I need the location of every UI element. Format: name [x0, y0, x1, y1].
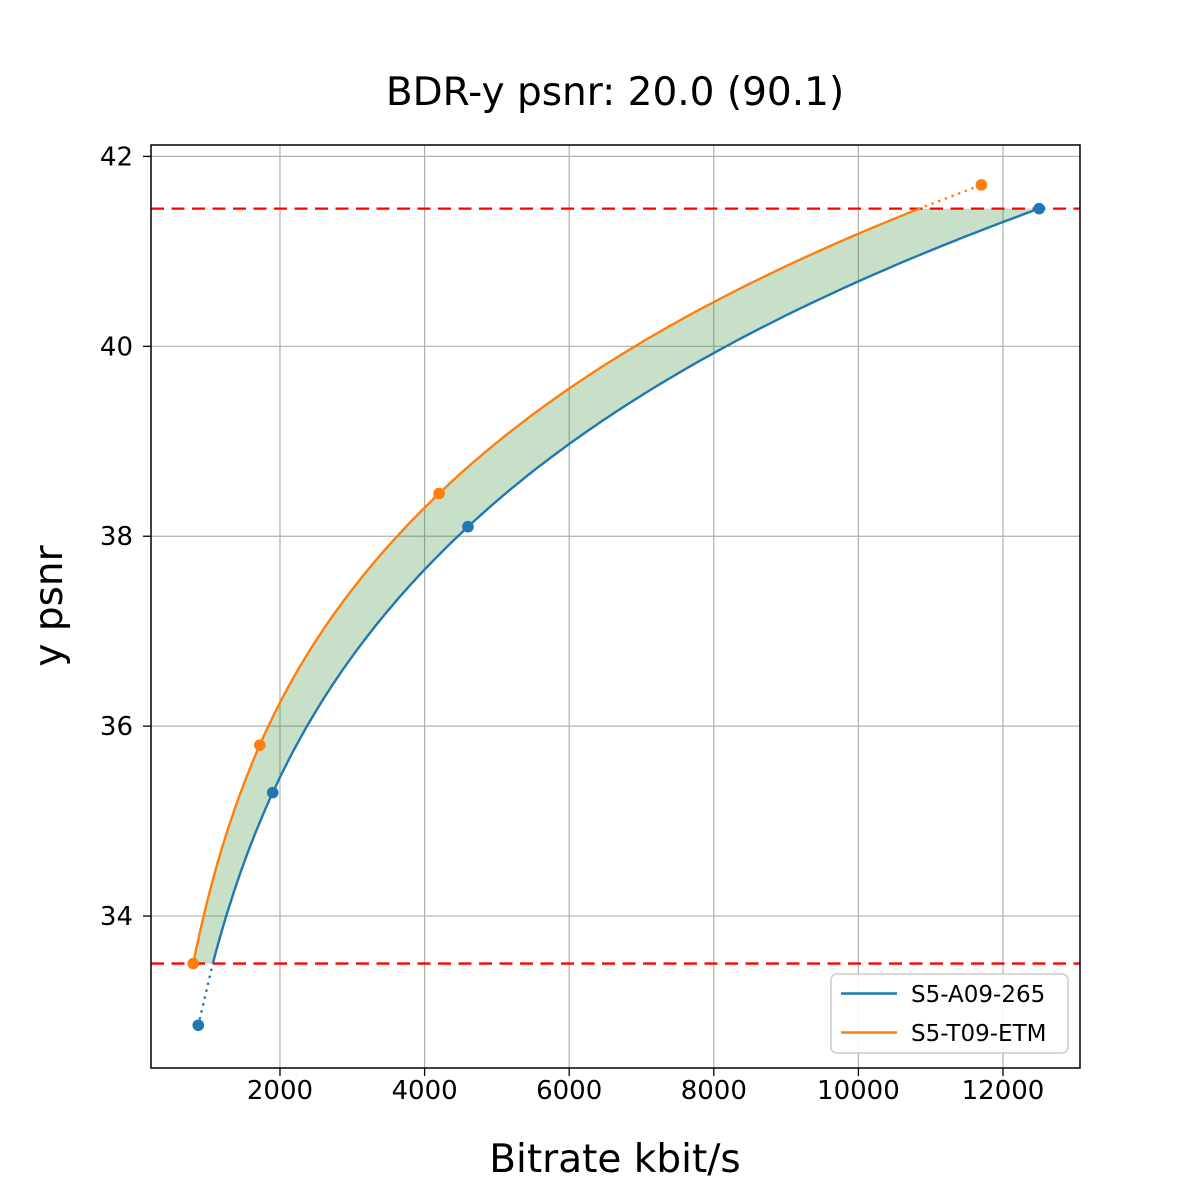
- legend-item-s5-a09-265: S5-A09-265: [911, 982, 1045, 1008]
- tick-marks-and-labels: 2000 4000 6000 8000 10000 12000 34 36 38 40 42: [100, 142, 1044, 1106]
- data-point-marker: [192, 1019, 205, 1032]
- data-point-marker: [253, 739, 266, 751]
- bd-shade-region: [193, 208, 1040, 964]
- legend-item-s5-t09-etm: S5-T09-ETM: [911, 1021, 1046, 1047]
- rd-curves: [187, 179, 1045, 1032]
- plot-border: [150, 144, 1081, 1069]
- y-tick-label: 42: [100, 142, 133, 172]
- data-point-marker: [975, 179, 988, 191]
- y-tick-label: 36: [100, 712, 133, 742]
- legend: S5-A09-265 S5-T09-ETM: [830, 973, 1069, 1054]
- bd-area-fill: [193, 208, 1040, 964]
- y-axis-label: y psnr: [27, 544, 72, 666]
- dotted-connector: [196, 962, 215, 1027]
- x-axis-label: Bitrate kbit/s: [489, 1137, 740, 1182]
- x-tick-label: 8000: [681, 1076, 747, 1106]
- overlap-bound-lines: [151, 207, 1080, 965]
- y-tick-label: 34: [100, 902, 133, 932]
- chart-title: BDR-y psnr: 20.0 (90.1): [386, 70, 844, 115]
- x-tick-label: 6000: [536, 1076, 602, 1106]
- y-tick-label: 38: [100, 522, 133, 552]
- data-point-marker: [433, 487, 445, 500]
- data-point-marker: [266, 786, 279, 799]
- rd-curve: [192, 207, 920, 964]
- x-tick-label: 4000: [392, 1076, 458, 1106]
- data-point-marker: [462, 520, 474, 533]
- axes-frame: [150, 144, 1081, 1069]
- x-tick-label: 12000: [962, 1076, 1045, 1106]
- x-tick-label: 10000: [817, 1076, 900, 1106]
- data-point-marker: [1033, 202, 1045, 215]
- dotted-connector: [918, 183, 983, 210]
- grid-layer: [151, 145, 1080, 1068]
- data-point-marker: [187, 957, 200, 970]
- x-tick-label: 2000: [247, 1076, 313, 1106]
- y-tick-label: 40: [100, 332, 133, 362]
- rd-curve: [211, 207, 1040, 964]
